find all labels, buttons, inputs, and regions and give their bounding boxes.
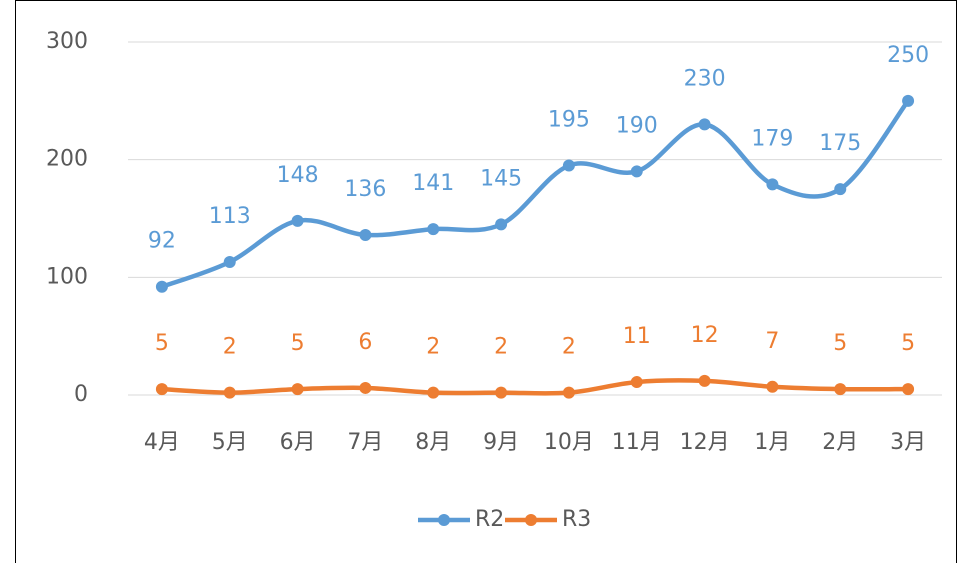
data-label: 6 bbox=[358, 330, 372, 355]
data-point bbox=[495, 218, 508, 231]
data-label: 2 bbox=[426, 335, 440, 360]
data-point bbox=[902, 94, 915, 107]
data-point bbox=[834, 183, 847, 196]
data-label: 179 bbox=[751, 126, 793, 151]
x-tick-label: 9月 bbox=[483, 430, 519, 455]
data-label: 195 bbox=[548, 108, 590, 133]
data-label: 5 bbox=[901, 331, 915, 356]
x-tick-label: 8月 bbox=[415, 430, 451, 455]
data-point bbox=[630, 165, 643, 178]
data-label: 5 bbox=[291, 331, 305, 356]
data-label: 145 bbox=[480, 166, 522, 191]
data-point bbox=[291, 383, 304, 396]
data-label: 2 bbox=[494, 335, 508, 360]
data-point bbox=[562, 386, 575, 399]
data-label: 250 bbox=[887, 43, 929, 68]
x-tick-label: 12月 bbox=[680, 430, 730, 455]
y-tick-label: 100 bbox=[46, 264, 88, 289]
data-label: 190 bbox=[616, 113, 658, 138]
y-tick-label: 300 bbox=[46, 29, 88, 54]
data-point bbox=[359, 381, 372, 394]
x-tick-label: 1月 bbox=[754, 430, 790, 455]
data-label: 12 bbox=[691, 323, 719, 348]
data-point bbox=[495, 386, 508, 399]
x-tick-label: 2月 bbox=[822, 430, 858, 455]
data-label: 2 bbox=[223, 335, 237, 360]
data-point bbox=[766, 380, 779, 393]
data-label: 92 bbox=[148, 229, 176, 254]
data-point bbox=[427, 386, 440, 399]
data-label: 7 bbox=[765, 329, 779, 354]
data-point bbox=[562, 159, 575, 172]
x-tick-label: 10月 bbox=[544, 430, 594, 455]
chart-border bbox=[15, 0, 957, 563]
data-point bbox=[223, 386, 236, 399]
data-label: 2 bbox=[562, 335, 576, 360]
x-tick-label: 6月 bbox=[280, 430, 316, 455]
data-label: 11 bbox=[623, 324, 651, 349]
legend-label: R3 bbox=[562, 507, 591, 532]
y-tick-label: 0 bbox=[74, 382, 88, 407]
data-point bbox=[155, 280, 168, 293]
x-tick-label: 7月 bbox=[347, 430, 383, 455]
legend-marker bbox=[438, 514, 450, 526]
data-label: 5 bbox=[155, 331, 169, 356]
data-point bbox=[698, 374, 711, 387]
legend-label: R2 bbox=[475, 507, 504, 532]
data-point bbox=[155, 383, 168, 396]
series-line bbox=[159, 378, 911, 396]
data-label: 148 bbox=[277, 163, 319, 188]
data-label: 175 bbox=[819, 131, 861, 156]
data-point bbox=[427, 223, 440, 236]
x-tick-label: 5月 bbox=[212, 430, 248, 455]
data-label: 136 bbox=[344, 177, 386, 202]
data-label: 230 bbox=[684, 66, 726, 91]
data-point bbox=[291, 214, 304, 227]
data-label: 141 bbox=[412, 171, 454, 196]
legend-marker bbox=[525, 514, 537, 526]
x-tick-label: 11月 bbox=[612, 430, 662, 455]
data-point bbox=[630, 376, 643, 389]
data-point bbox=[766, 178, 779, 191]
y-tick-label: 200 bbox=[46, 147, 88, 172]
data-label: 113 bbox=[209, 204, 251, 229]
x-tick-label: 3月 bbox=[890, 430, 926, 455]
data-label: 5 bbox=[833, 331, 847, 356]
data-point bbox=[834, 383, 847, 396]
data-point bbox=[223, 256, 236, 269]
data-point bbox=[902, 383, 915, 396]
data-point bbox=[359, 228, 372, 241]
x-tick-label: 4月 bbox=[144, 430, 180, 455]
data-point bbox=[698, 118, 711, 131]
